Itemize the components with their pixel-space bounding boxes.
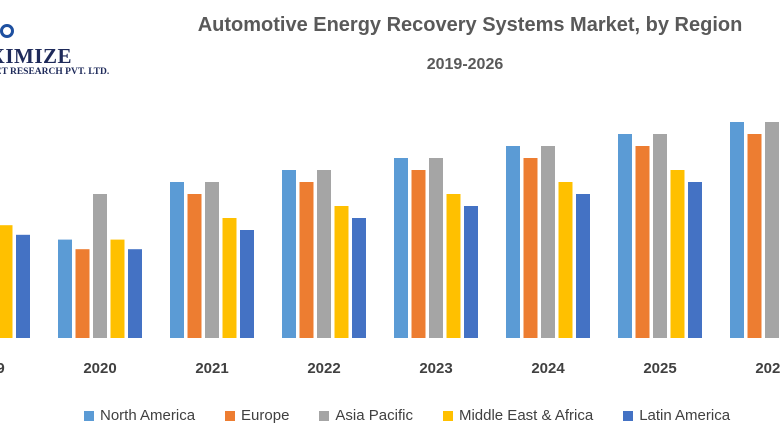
bar-north-america-2026 [730,122,744,338]
bar-asia-pacific-2026 [765,122,779,338]
legend-swatch-europe [225,410,236,421]
legend-label-asia-pacific: Asia Pacific [335,407,413,424]
bar-asia-pacific-2020 [93,194,107,338]
legend-label-latin-america: Latin America [639,407,731,424]
legend-label-europe: Europe [241,407,290,424]
bar-north-america-2023 [394,158,408,338]
bar-north-america-2024 [506,146,520,338]
bar-latin-america-2024 [576,194,590,338]
legend-swatch-north-america [84,410,94,421]
bar-middle-east-africa-2024 [558,182,573,338]
x-tick-label-2019: 2019 [0,360,5,377]
legend-item-latin-america: Latin America [623,407,730,424]
legend-item-asia-pacific: Asia Pacific [319,407,413,424]
bar-europe-2022 [299,182,314,338]
bar-north-america-2020 [58,239,72,338]
bar-latin-america-2025 [688,182,702,338]
x-tick-label-2023: 2023 [419,360,452,377]
bar-latin-america-2023 [464,206,478,338]
bar-middle-east-africa-2023 [446,194,461,338]
logo-name: AXIMIZE [0,44,73,68]
bar-europe-2024 [523,158,538,338]
bar-north-america-2022 [282,170,296,338]
chart-title: Automotive Energy Recovery Systems Marke… [197,14,743,36]
logo-subtitle: ARKET RESEARCH PVT. LTD. [0,67,110,77]
bar-asia-pacific-2024 [541,146,555,338]
logo-mark-icon [0,24,14,38]
bar-europe-2023 [411,170,426,338]
legend-item-middle-east-africa: Middle East & Africa [442,407,594,424]
legend-item-europe: Europe [225,407,289,424]
bar-middle-east-africa-2020 [110,239,125,338]
bar-middle-east-africa-2021 [222,218,237,338]
bar-asia-pacific-2023 [429,158,443,338]
bar-asia-pacific-2021 [205,182,219,338]
bar-latin-america-2020 [128,249,142,338]
bar-north-america-2025 [618,134,632,338]
chart-subtitle: 2019-2026 [426,56,504,73]
bar-europe-2025 [635,146,650,338]
company-logo: AXIMIZE ARKET RESEARCH PVT. LTD. [0,24,110,77]
x-tick-label-2026: 2026 [755,360,780,377]
bar-north-america-2021 [170,182,184,338]
legend-swatch-middle-east-africa [442,410,453,421]
bar-asia-pacific-2022 [317,170,331,338]
legend-item-north-america: North America [84,407,195,424]
bar-middle-east-africa-2025 [670,170,685,338]
legend-swatch-asia-pacific [319,410,330,421]
bar-latin-america-2021 [240,230,254,338]
bar-middle-east-africa-2019 [0,225,13,338]
bar-europe-2026 [747,134,762,338]
x-tick-label-2020: 2020 [83,360,116,377]
bar-europe-2021 [187,194,202,338]
x-tick-label-2024: 2024 [531,360,565,377]
bar-latin-america-2022 [352,218,366,338]
bar-europe-2020 [75,249,90,338]
x-tick-label-2021: 2021 [195,360,228,377]
legend-swatch-latin-america [623,410,634,421]
x-tick-label-2025: 2025 [643,360,676,377]
legend-label-middle-east-africa: Middle East & Africa [458,407,594,424]
bar-latin-america-2019 [16,234,30,338]
bar-asia-pacific-2025 [653,134,667,338]
bar-middle-east-africa-2022 [334,206,349,338]
x-tick-label-2022: 2022 [307,360,340,377]
chart-legend: North America Europe Asia Pacific Middle Ea… [84,407,760,424]
legend-label-north-america: North America [100,407,196,424]
